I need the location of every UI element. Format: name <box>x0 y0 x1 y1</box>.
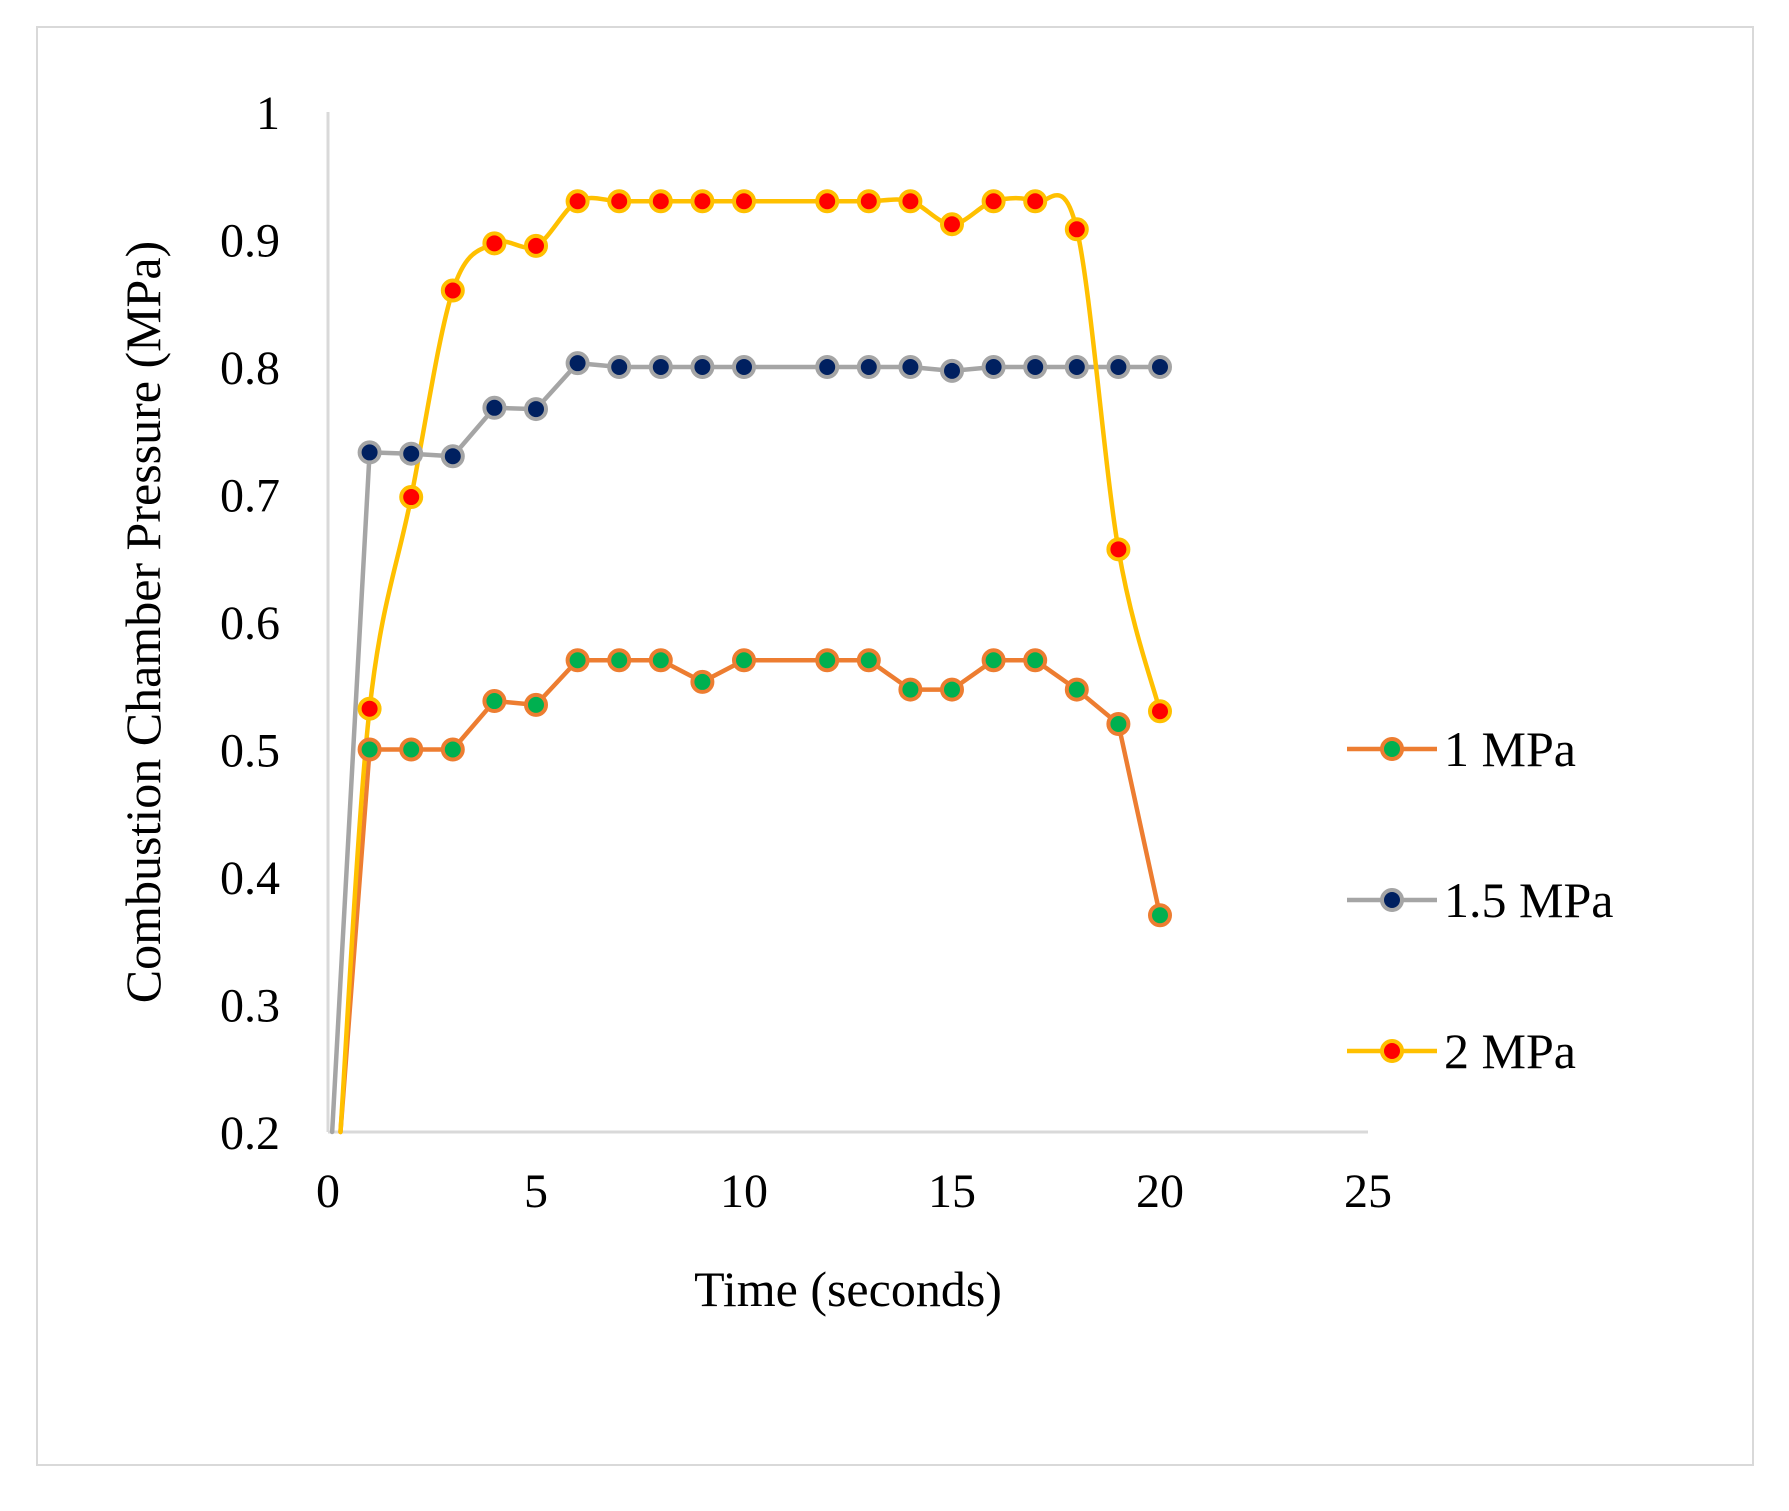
legend-label-1-5-mpa: 1.5 MPa <box>1444 872 1613 928</box>
legend-marker-1-mpa <box>1380 737 1404 761</box>
data-point-1-mpa <box>815 648 840 673</box>
data-point-1-5-mpa <box>482 395 507 420</box>
x-tick-label: 20 <box>1136 1165 1184 1218</box>
data-point-1-5-mpa <box>1148 355 1172 379</box>
data-point-1-5-mpa <box>607 355 632 379</box>
data-point-1-5-mpa <box>648 355 673 379</box>
x-tick-label: 0 <box>316 1165 340 1218</box>
data-point-1-5-mpa <box>357 440 382 465</box>
data-point-1-5-mpa <box>981 355 1006 379</box>
y-tick-label: 0.3 <box>220 980 280 1033</box>
figure-frame <box>36 26 1754 1466</box>
data-point-2-mpa <box>607 189 632 214</box>
data-point-1-mpa <box>981 648 1006 673</box>
series-markers <box>357 189 1172 928</box>
data-point-1-5-mpa <box>565 351 590 376</box>
x-tick-label: 25 <box>1344 1165 1392 1218</box>
data-point-1-5-mpa <box>399 441 424 466</box>
data-point-1-5-mpa <box>815 355 840 379</box>
data-point-2-mpa <box>1148 699 1172 724</box>
data-point-1-mpa <box>1106 712 1131 736</box>
data-point-2-mpa <box>482 231 507 256</box>
data-point-1-5-mpa <box>898 355 923 379</box>
legend-marker-2-mpa <box>1380 1039 1404 1063</box>
data-point-2-mpa <box>648 189 673 214</box>
data-point-2-mpa <box>898 189 923 214</box>
data-point-1-5-mpa <box>1064 355 1089 379</box>
data-point-2-mpa <box>856 189 881 214</box>
data-point-1-mpa <box>648 648 673 673</box>
data-point-1-5-mpa <box>1023 355 1048 379</box>
data-point-1-mpa <box>898 677 923 702</box>
y-tick-label: 0.9 <box>220 215 280 268</box>
legend: 1 MPa 1.5 MPa 2 MPa <box>1347 721 1613 1079</box>
data-point-1-mpa <box>565 648 590 673</box>
data-point-1-5-mpa <box>732 355 756 379</box>
data-point-1-mpa <box>1023 648 1048 673</box>
data-point-1-mpa <box>940 677 964 702</box>
x-tick-label: 10 <box>720 1165 768 1218</box>
data-point-1-5-mpa <box>1106 355 1131 379</box>
data-point-1-mpa <box>440 737 465 762</box>
y-tick-labels: 0.2 0.3 0.4 0.5 0.6 0.7 0.8 0.9 1 <box>220 87 280 1160</box>
data-point-1-5-mpa <box>524 397 548 422</box>
data-point-2-mpa <box>440 278 465 303</box>
data-point-1-mpa <box>607 648 632 673</box>
legend-label-2-mpa: 2 MPa <box>1444 1023 1576 1079</box>
data-point-1-mpa <box>482 689 507 714</box>
axes <box>326 112 1368 1134</box>
data-point-2-mpa <box>399 485 424 510</box>
data-point-2-mpa <box>981 189 1006 214</box>
data-point-2-mpa <box>1064 217 1089 242</box>
y-tick-label: 0.6 <box>220 597 280 650</box>
data-point-2-mpa <box>565 189 590 214</box>
x-tick-label: 15 <box>928 1165 976 1218</box>
x-axis-title: Time (seconds) <box>694 1261 1002 1317</box>
y-tick-label: 0.4 <box>220 852 280 905</box>
data-point-1-5-mpa <box>940 358 964 383</box>
y-tick-label: 0.7 <box>220 470 280 523</box>
x-tick-label: 5 <box>524 1165 548 1218</box>
data-point-2-mpa <box>1023 189 1048 214</box>
data-point-1-mpa <box>357 737 382 762</box>
data-point-1-mpa <box>1148 903 1172 928</box>
legend-marker-1-5-mpa <box>1380 888 1404 912</box>
y-tick-label: 0.2 <box>220 1107 280 1160</box>
data-point-1-mpa <box>399 737 424 762</box>
y-tick-label: 1 <box>256 87 280 140</box>
y-axis-title: Combustion Chamber Pressure (MPa) <box>115 241 171 1003</box>
data-point-2-mpa <box>524 233 548 258</box>
data-point-2-mpa <box>690 189 715 214</box>
y-tick-label: 0.5 <box>220 725 280 778</box>
series-line-1-mpa <box>338 658 1163 1135</box>
y-tick-label: 0.8 <box>220 342 280 395</box>
data-point-2-mpa <box>357 696 382 721</box>
x-tick-labels: 0 5 10 15 20 25 <box>316 1165 1392 1218</box>
data-point-1-mpa <box>690 669 715 694</box>
data-point-1-5-mpa <box>856 355 881 379</box>
data-point-1-mpa <box>732 648 756 673</box>
data-point-2-mpa <box>1106 537 1131 562</box>
data-point-2-mpa <box>940 212 964 237</box>
data-point-2-mpa <box>732 189 756 214</box>
data-point-1-5-mpa <box>690 355 715 379</box>
data-point-1-mpa <box>1064 677 1089 702</box>
data-point-1-5-mpa <box>440 444 465 469</box>
legend-label-1-mpa: 1 MPa <box>1444 721 1576 777</box>
data-point-1-mpa <box>524 692 548 717</box>
data-point-1-mpa <box>856 648 881 673</box>
data-point-2-mpa <box>815 189 840 214</box>
